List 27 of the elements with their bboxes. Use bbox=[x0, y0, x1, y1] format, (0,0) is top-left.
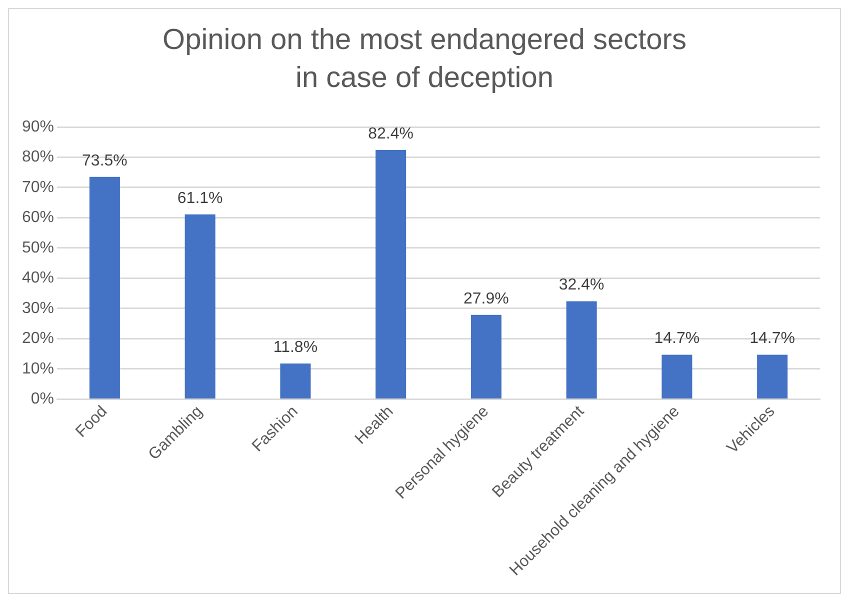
bar bbox=[662, 354, 692, 398]
y-tick-label: 90% bbox=[22, 118, 54, 136]
y-tick-label: 10% bbox=[22, 360, 54, 378]
bar bbox=[376, 150, 406, 398]
y-tick-label: 60% bbox=[22, 209, 54, 226]
data-label: 14.7% bbox=[654, 330, 700, 348]
data-label: 82.4% bbox=[368, 125, 414, 142]
y-tick-label: 20% bbox=[22, 330, 54, 348]
data-label: 61.1% bbox=[177, 190, 223, 207]
bar bbox=[470, 314, 502, 398]
chart-title: Opinion on the most endangered sectors in case of deception bbox=[162, 23, 688, 96]
bar bbox=[89, 176, 120, 398]
bar bbox=[184, 214, 216, 398]
y-tick-label: 50% bbox=[22, 239, 54, 256]
data-label: 14.7% bbox=[750, 330, 795, 348]
data-label: 11.8% bbox=[273, 338, 318, 356]
bar bbox=[566, 301, 597, 398]
y-tick-label: 70% bbox=[22, 178, 54, 196]
y-tick-label: 0% bbox=[30, 390, 54, 408]
data-label: 27.9% bbox=[464, 290, 509, 308]
data-label: 32.4% bbox=[558, 276, 604, 294]
y-tick-label: 80% bbox=[22, 148, 54, 166]
y-tick-label: 40% bbox=[22, 270, 54, 287]
data-label: 73.5% bbox=[82, 152, 128, 170]
bar bbox=[757, 354, 788, 398]
y-tick-label: 30% bbox=[22, 300, 54, 317]
bar bbox=[280, 364, 311, 398]
